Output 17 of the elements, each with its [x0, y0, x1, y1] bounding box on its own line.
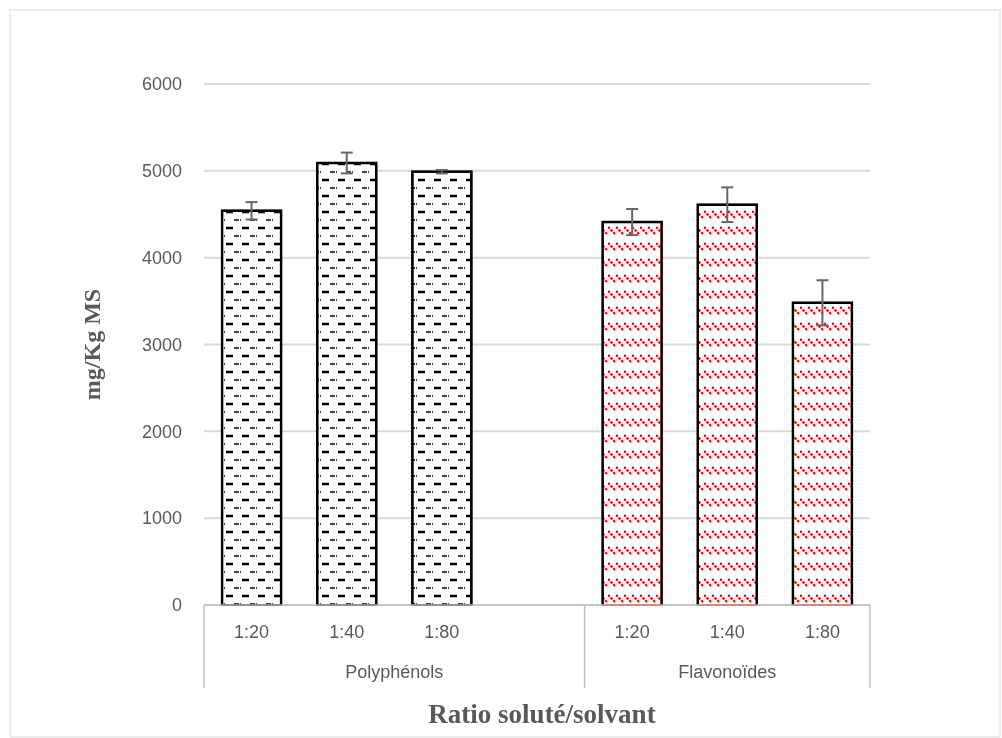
y-tick-label: 4000 — [141, 247, 182, 268]
text: Polyphénols — [345, 662, 444, 682]
x-tick-label: 1:40 — [329, 622, 365, 642]
x-tick-label: 1:80 — [424, 622, 460, 642]
y-axis-title: mg/Kg MS — [79, 288, 105, 401]
x-tick-label: 1:80 — [804, 622, 840, 642]
y-tick-label: 5000 — [141, 161, 182, 182]
y-tick-label: 0 — [171, 595, 182, 616]
text: Flavonoïdes — [678, 662, 777, 682]
y-tick-label: 6000 — [141, 74, 182, 95]
x-tick-label: 1:40 — [709, 622, 745, 642]
x-axis-title: Ratio soluté/solvant — [428, 699, 656, 729]
y-tick-label: 3000 — [141, 334, 182, 355]
x-tick-label: 1:20 — [234, 622, 270, 642]
y-tick-label: 2000 — [141, 421, 182, 442]
y-tick-label: 1000 — [141, 508, 182, 529]
x-tick-label: 1:20 — [614, 622, 650, 642]
